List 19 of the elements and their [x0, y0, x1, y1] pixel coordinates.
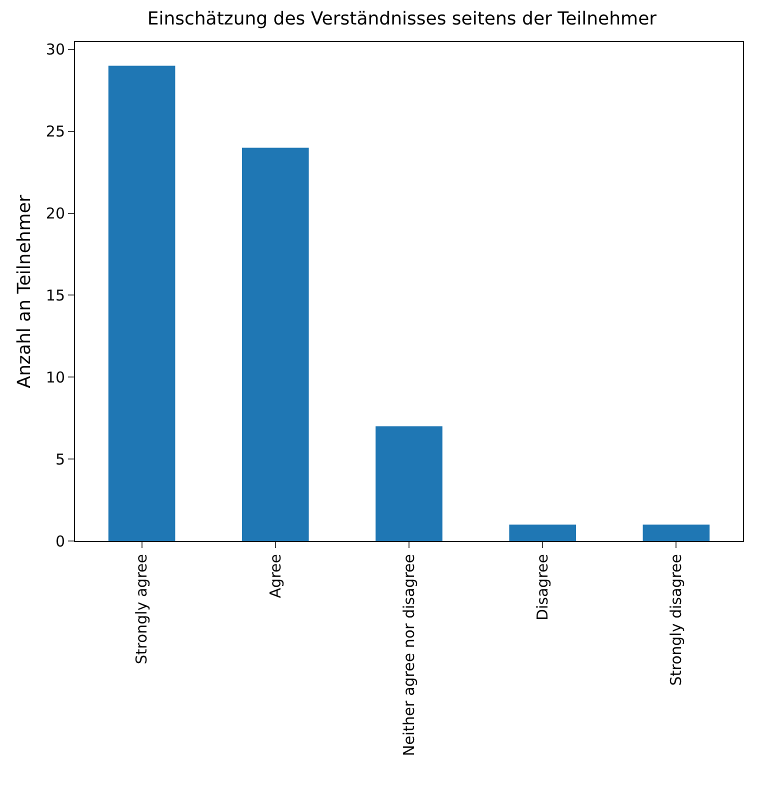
- x-tick-label: Agree: [266, 554, 284, 598]
- x-tick-label: Disagree: [533, 554, 552, 621]
- x-tick-label: Strongly agree: [132, 554, 151, 664]
- y-tick-label: 25: [46, 122, 65, 141]
- chart-title: Einschätzung des Verständnisses seitens der Teilnehmer: [147, 8, 658, 30]
- y-tick-label: 30: [46, 40, 65, 59]
- bar: [376, 426, 442, 541]
- y-tick-label: 0: [55, 532, 65, 550]
- x-tick-label: Strongly disagree: [667, 554, 686, 686]
- y-tick-label: 15: [46, 286, 65, 304]
- y-tick-label: 10: [46, 368, 65, 386]
- x-tick-label: Neither agree nor disagree: [400, 554, 418, 756]
- y-tick-label: 20: [46, 204, 65, 222]
- y-tick-label: 5: [55, 450, 65, 468]
- bar: [509, 524, 576, 541]
- bar: [108, 66, 176, 541]
- bar: [642, 524, 710, 541]
- bar: [242, 148, 309, 541]
- y-axis-title: Anzahl an Teilnehmer: [14, 194, 36, 388]
